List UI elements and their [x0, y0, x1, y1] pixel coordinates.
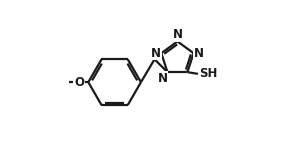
Text: SH: SH: [199, 67, 218, 80]
Text: N: N: [194, 47, 203, 60]
Text: N: N: [151, 47, 161, 60]
Text: O: O: [74, 76, 84, 89]
Text: N: N: [158, 72, 168, 85]
Text: N: N: [172, 29, 183, 41]
